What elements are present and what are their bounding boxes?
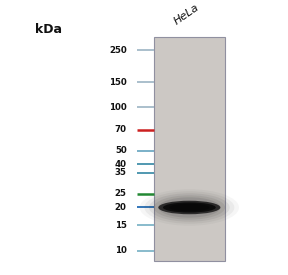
Text: 70: 70 [115, 125, 127, 134]
Text: 250: 250 [109, 46, 127, 55]
Ellipse shape [144, 191, 234, 224]
Text: 15: 15 [115, 221, 127, 230]
Ellipse shape [158, 197, 220, 218]
Ellipse shape [158, 201, 220, 214]
Text: 40: 40 [115, 160, 127, 169]
Ellipse shape [154, 195, 225, 220]
Ellipse shape [163, 202, 216, 213]
Text: 100: 100 [109, 103, 127, 112]
Ellipse shape [149, 193, 230, 222]
Ellipse shape [169, 204, 210, 211]
Text: 10: 10 [115, 246, 127, 255]
Text: 20: 20 [115, 203, 127, 212]
Text: 25: 25 [115, 189, 127, 198]
Text: HeLa: HeLa [172, 2, 201, 27]
Bar [154, 37, 225, 261]
Text: 150: 150 [109, 78, 127, 87]
Ellipse shape [175, 205, 203, 210]
Text: 50: 50 [115, 146, 127, 155]
Text: kDa: kDa [35, 23, 62, 36]
Ellipse shape [180, 206, 199, 209]
Text: 35: 35 [115, 168, 127, 177]
